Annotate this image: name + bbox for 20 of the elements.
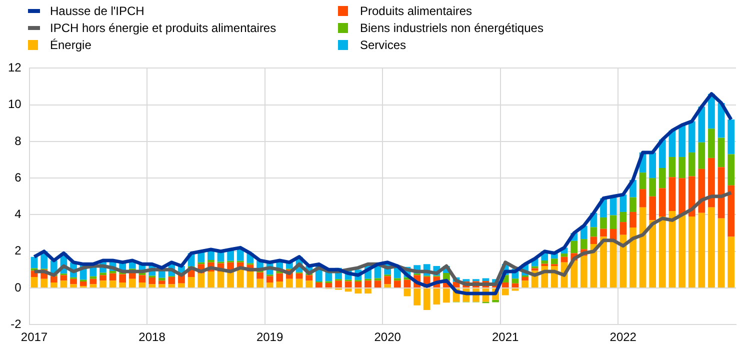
legend-label: Hausse de l'IPCH <box>50 4 144 18</box>
y-tick-label: 6 <box>14 170 22 184</box>
y-tick-label: 0 <box>14 280 22 294</box>
legend-label: Produits alimentaires <box>360 4 472 18</box>
y-tick-label: 8 <box>14 134 22 148</box>
x-tick-label: 2022 <box>610 330 637 344</box>
x-tick-label: 2017 <box>20 330 48 344</box>
legend-label: IPCH hors énergie et produits alimentaires <box>50 20 276 34</box>
y-tick-label: 2 <box>14 244 22 258</box>
x-tick-label: 2021 <box>492 330 520 344</box>
legend-label: Énergie <box>50 38 92 52</box>
y-tick-label: -2 <box>10 316 22 331</box>
x-tick-label: 2019 <box>256 330 284 344</box>
legend-label: Services <box>360 38 406 52</box>
y-tick-label: 12 <box>8 60 22 75</box>
y-tick-label: 10 <box>8 97 22 112</box>
legend-label: Biens industriels non énergétiques <box>360 20 544 34</box>
x-tick-label: 2018 <box>138 330 166 344</box>
x-tick-label: 2020 <box>374 330 402 344</box>
y-tick-label: 4 <box>14 207 22 222</box>
